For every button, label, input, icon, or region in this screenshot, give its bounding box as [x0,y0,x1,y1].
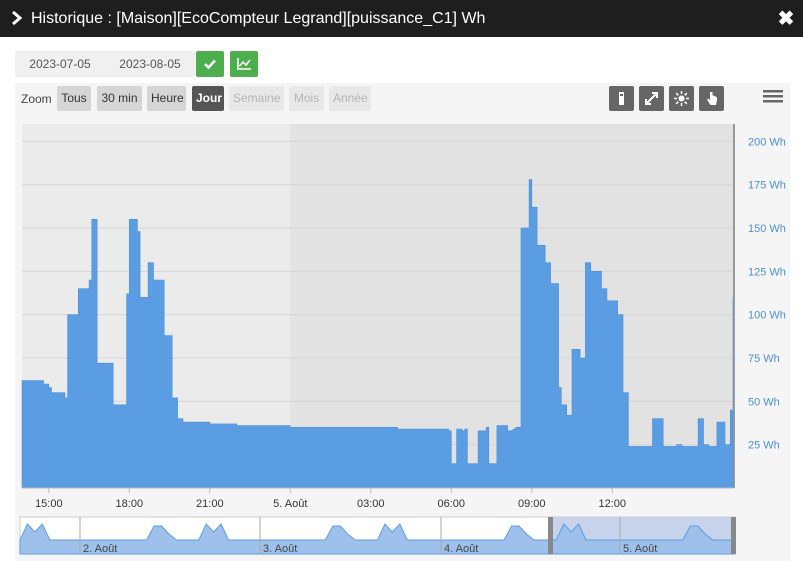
compare-chart-button[interactable] [230,51,258,77]
end-date-input[interactable]: 2023-08-05 [105,51,195,77]
zoom-week-button: Semaine [229,86,284,111]
marker-button[interactable] [609,86,634,111]
line-chart-icon [237,58,251,70]
pan-button[interactable] [699,86,724,111]
marker-icon [619,92,624,105]
chevron-right-icon[interactable] [10,9,24,27]
close-icon[interactable]: ✖ [777,8,795,30]
hamburger-menu-icon[interactable] [761,86,785,106]
chart-panel [15,83,790,561]
window-title: Historique : [Maison][EcoCompteur Legran… [31,10,486,27]
zoom-hour-button[interactable]: Heure [147,86,186,111]
theme-button[interactable] [669,86,694,111]
zoom-all-button[interactable]: Tous [57,86,91,111]
zoom-month-button: Mois [289,86,324,111]
sun-icon [674,91,689,106]
hand-pointer-icon [707,92,717,105]
start-date-input[interactable]: 2023-07-05 [15,51,105,77]
zoom-30min-button[interactable]: 30 min [97,86,142,111]
compare-button[interactable] [639,86,664,111]
zoom-year-button: Année [329,86,371,111]
compare-icon [645,92,658,105]
check-icon [204,59,216,70]
validate-button[interactable] [196,51,224,77]
window-titlebar: Historique : [Maison][EcoCompteur Legran… [0,0,803,37]
zoom-label: Zoom [21,92,52,106]
zoom-day-button[interactable]: Jour [192,86,224,111]
